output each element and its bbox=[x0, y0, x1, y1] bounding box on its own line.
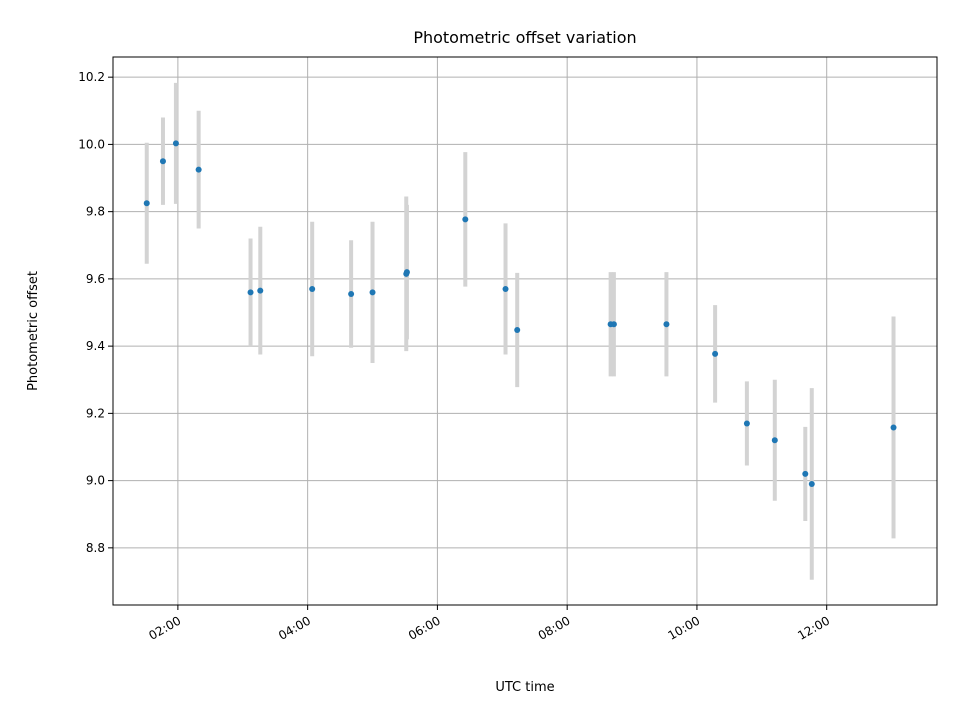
y-tick-label: 9.8 bbox=[86, 205, 105, 219]
y-tick-label: 9.4 bbox=[86, 339, 105, 353]
chart-title: Photometric offset variation bbox=[413, 28, 636, 47]
data-point bbox=[348, 291, 355, 298]
data-point bbox=[403, 269, 410, 276]
data-point bbox=[610, 321, 617, 328]
data-point bbox=[502, 285, 509, 292]
y-tick-label: 8.8 bbox=[86, 541, 105, 555]
data-point bbox=[257, 287, 264, 294]
y-tick-label: 9.6 bbox=[86, 272, 105, 286]
data-point bbox=[247, 289, 254, 296]
data-point bbox=[802, 470, 809, 477]
data-point bbox=[195, 166, 202, 173]
data-point bbox=[771, 437, 778, 444]
plot-frame bbox=[112, 56, 938, 606]
data-point bbox=[514, 326, 521, 333]
y-tick-label: 10.2 bbox=[78, 70, 105, 84]
y-tick-label: 10.0 bbox=[78, 137, 105, 151]
point-layer bbox=[143, 140, 897, 487]
data-point bbox=[890, 424, 897, 431]
data-point bbox=[743, 420, 750, 427]
y-tick-label: 9.0 bbox=[86, 474, 105, 488]
data-point bbox=[143, 200, 150, 207]
data-point bbox=[462, 216, 469, 223]
data-point bbox=[712, 350, 719, 357]
data-point bbox=[808, 480, 815, 487]
data-point bbox=[159, 158, 166, 165]
data-point bbox=[172, 140, 179, 147]
data-point bbox=[663, 321, 670, 328]
data-point bbox=[369, 289, 376, 296]
y-tick-label: 9.2 bbox=[86, 406, 105, 420]
y-axis-label: Photometric offset bbox=[26, 271, 41, 391]
x-axis-label: UTC time bbox=[495, 680, 554, 695]
data-point bbox=[309, 285, 316, 292]
